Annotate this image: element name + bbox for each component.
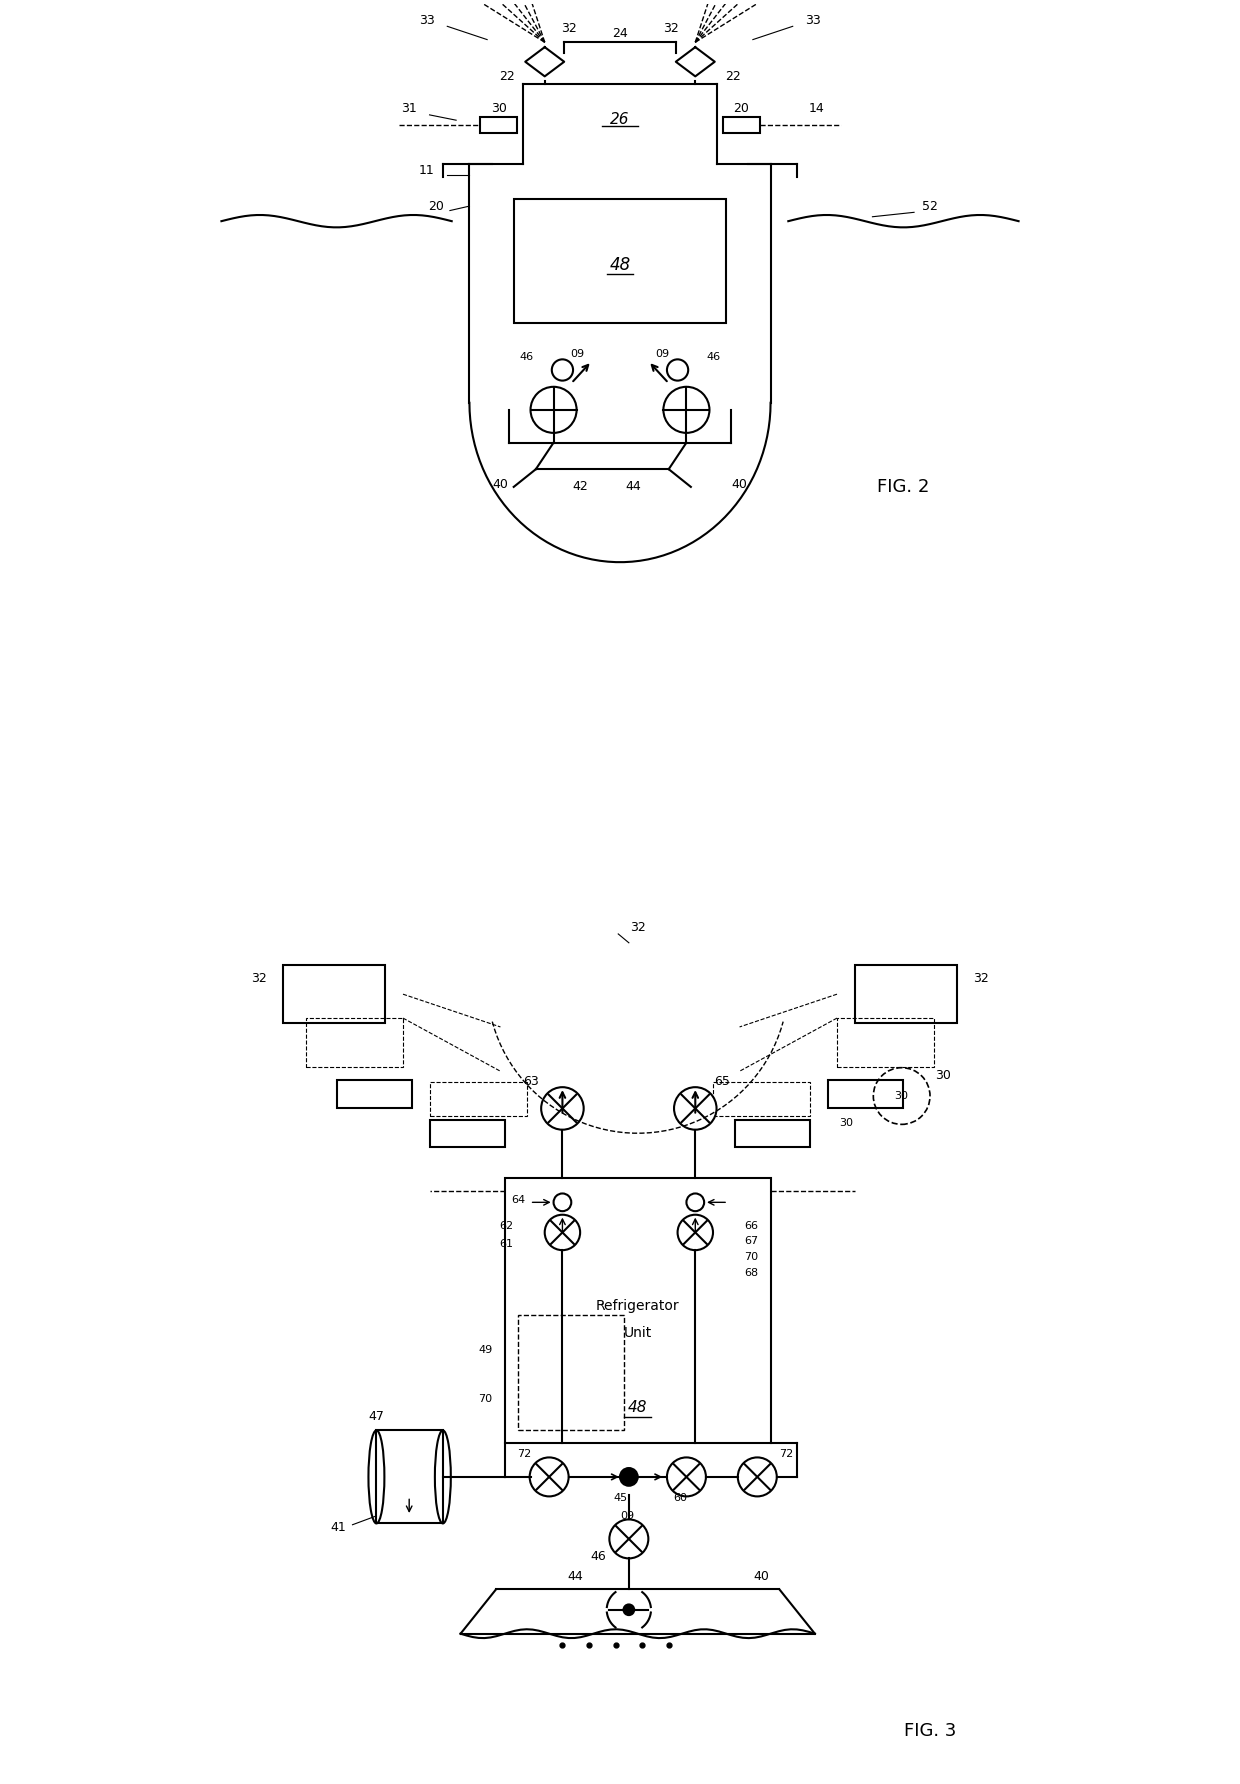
Text: 68: 68 (744, 1268, 758, 1277)
Circle shape (677, 1215, 713, 1251)
Text: 11: 11 (419, 164, 435, 177)
Bar (713, 1081, 811, 1115)
Text: 72: 72 (517, 1449, 532, 1459)
Bar (284, 965, 386, 1022)
Circle shape (667, 359, 688, 380)
Text: 33: 33 (419, 14, 435, 27)
Circle shape (667, 1458, 706, 1497)
Bar (377, 1431, 443, 1524)
Text: 46: 46 (706, 351, 720, 362)
Circle shape (609, 1520, 649, 1559)
Text: 32: 32 (560, 23, 577, 36)
Bar (735, 1120, 811, 1147)
Text: 41: 41 (330, 1522, 346, 1534)
Bar (505, 1177, 770, 1443)
Text: 30: 30 (491, 102, 507, 116)
Text: 67: 67 (744, 1236, 758, 1247)
Bar (429, 1120, 505, 1147)
Text: 72: 72 (780, 1449, 794, 1459)
Text: 14: 14 (808, 102, 825, 116)
Text: 70: 70 (479, 1393, 492, 1404)
Text: 33: 33 (805, 14, 821, 27)
Bar (336, 1079, 412, 1108)
Bar (828, 1079, 904, 1108)
Text: 45: 45 (613, 1493, 627, 1504)
Bar (854, 965, 956, 1022)
Text: Refrigerator: Refrigerator (596, 1299, 680, 1313)
Text: 09: 09 (620, 1511, 634, 1522)
Text: 31: 31 (402, 102, 417, 116)
Text: 30: 30 (895, 1092, 909, 1101)
Bar (837, 1019, 935, 1067)
Circle shape (529, 1458, 569, 1497)
Text: 40: 40 (492, 478, 508, 491)
Text: 52: 52 (923, 200, 937, 212)
Text: 32: 32 (250, 972, 267, 985)
Text: Unit: Unit (624, 1326, 652, 1340)
Text: 64: 64 (511, 1195, 526, 1204)
Text: 63: 63 (523, 1076, 539, 1088)
Text: 46: 46 (520, 351, 534, 362)
Text: 42: 42 (573, 480, 588, 494)
Text: 48: 48 (627, 1400, 647, 1415)
Bar (513, 200, 727, 323)
Text: 60: 60 (673, 1493, 687, 1504)
Text: 24: 24 (613, 27, 627, 39)
Text: 32: 32 (973, 972, 990, 985)
Text: 61: 61 (500, 1238, 513, 1249)
Text: 62: 62 (500, 1222, 513, 1231)
Bar (723, 116, 760, 132)
Text: 47: 47 (368, 1409, 384, 1424)
Text: 09: 09 (570, 350, 584, 359)
Text: 40: 40 (754, 1570, 770, 1582)
Bar (305, 1019, 403, 1067)
Circle shape (738, 1458, 776, 1497)
Text: 48: 48 (609, 257, 631, 275)
Text: 44: 44 (625, 480, 641, 494)
Text: 66: 66 (744, 1222, 758, 1231)
Text: 65: 65 (714, 1076, 730, 1088)
Text: 70: 70 (744, 1252, 758, 1263)
Text: 22: 22 (498, 70, 515, 84)
Circle shape (544, 1215, 580, 1251)
Bar (429, 1081, 527, 1115)
Circle shape (624, 1604, 634, 1615)
Text: 20: 20 (733, 102, 749, 116)
Text: 44: 44 (568, 1570, 584, 1582)
Circle shape (663, 387, 709, 434)
Circle shape (552, 359, 573, 380)
Circle shape (531, 387, 577, 434)
Text: 46: 46 (590, 1550, 605, 1563)
Circle shape (620, 1468, 637, 1486)
Text: 22: 22 (725, 70, 742, 84)
Text: 26: 26 (610, 112, 630, 127)
Text: 32: 32 (663, 23, 680, 36)
Text: 32: 32 (630, 921, 646, 935)
Text: 30: 30 (935, 1069, 951, 1083)
Bar (518, 1315, 625, 1431)
Text: 09: 09 (656, 350, 670, 359)
Circle shape (675, 1086, 717, 1129)
Text: 20: 20 (428, 200, 444, 212)
Bar (480, 116, 517, 132)
Circle shape (541, 1086, 584, 1129)
Text: 49: 49 (479, 1345, 492, 1356)
Text: FIG. 2: FIG. 2 (877, 478, 930, 496)
Text: 40: 40 (732, 478, 748, 491)
Text: FIG. 3: FIG. 3 (904, 1722, 956, 1739)
Text: 30: 30 (839, 1117, 853, 1127)
Circle shape (553, 1193, 572, 1211)
Circle shape (687, 1193, 704, 1211)
